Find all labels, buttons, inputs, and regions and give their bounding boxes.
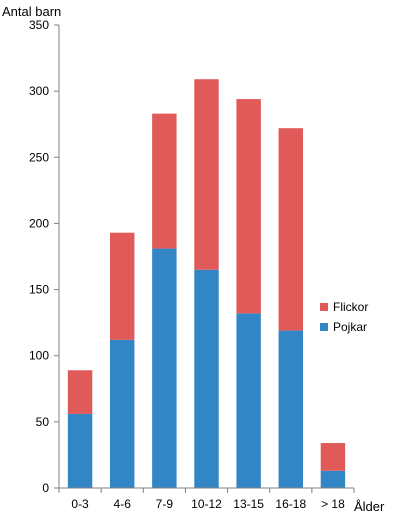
- x-tick-label: 0-3: [71, 497, 89, 511]
- bar-flickor-13-15: [236, 99, 261, 314]
- y-tick-label: 150: [29, 283, 49, 297]
- x-axis: 0-3 4-6 7-9 10-12 13-15 16-18 > 18: [58, 488, 355, 511]
- y-tick-label: 50: [36, 415, 50, 429]
- y-tick-label: 200: [29, 216, 49, 230]
- bar-flickor-16-18: [278, 128, 304, 331]
- bar-flickor-0-3: [67, 370, 93, 414]
- y-tick-label: 250: [29, 150, 49, 164]
- y-tick-label: 300: [29, 84, 49, 98]
- x-axis-title: Ålder: [354, 499, 385, 514]
- y-axis: 0 50 100 150 200 250 300 350: [29, 18, 59, 495]
- x-tick-label: 10-12: [191, 497, 222, 511]
- x-tick-label: > 18: [321, 497, 345, 511]
- bar-pojkar-4-6: [109, 339, 135, 488]
- legend-label-flickor: Flickor: [333, 300, 368, 314]
- legend-swatch-pojkar: [320, 323, 328, 331]
- bar-flickor-4-6: [109, 232, 135, 340]
- y-axis-title: Antal barn: [2, 4, 61, 19]
- x-tick-label: 4-6: [114, 497, 132, 511]
- bar-pojkar-18: [320, 470, 346, 488]
- bar-flickor-18: [320, 443, 346, 471]
- bar-pojkar-16-18: [278, 330, 304, 488]
- legend-swatch-flickor: [320, 303, 328, 311]
- y-tick-label: 100: [29, 349, 49, 363]
- x-tick-label: 7-9: [156, 497, 174, 511]
- x-tick-label: 13-15: [233, 497, 264, 511]
- bar-flickor-7-9: [152, 113, 177, 249]
- x-tick-label: 16-18: [275, 497, 306, 511]
- bar-pojkar-7-9: [152, 248, 177, 488]
- bar-flickor-10-12: [194, 79, 219, 270]
- bar-pojkar-13-15: [236, 313, 261, 488]
- y-tick-label: 0: [42, 481, 49, 495]
- y-tick-label: 350: [29, 18, 49, 32]
- bar-pojkar-0-3: [67, 413, 93, 488]
- legend: Flickor Pojkar: [320, 300, 368, 334]
- bar-pojkar-10-12: [194, 269, 219, 488]
- bars: [67, 79, 346, 488]
- legend-label-pojkar: Pojkar: [333, 320, 367, 334]
